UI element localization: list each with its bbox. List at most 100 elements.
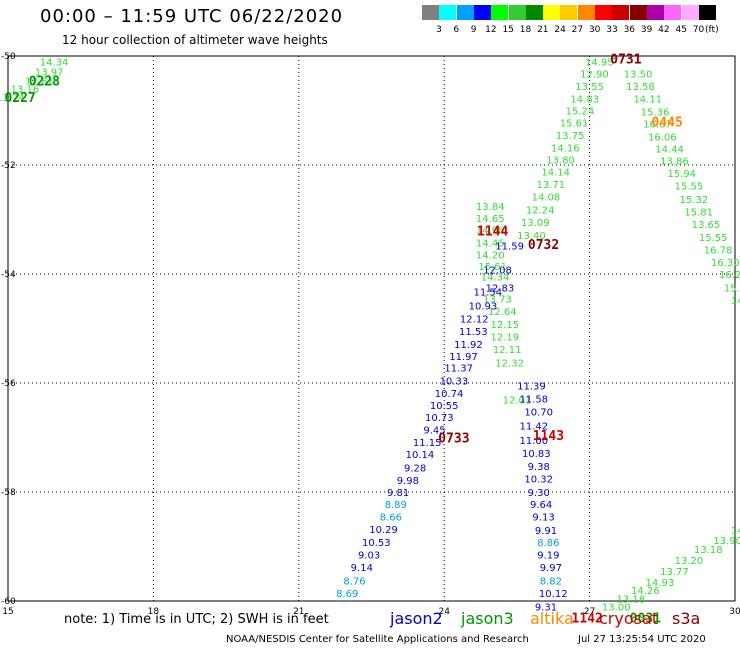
wave-height-value: 13.74 — [0, 93, 25, 104]
map-frame — [7, 55, 736, 602]
wave-height-tracks: 14.3413.9712.8113.1613.7414.9512.9013.55… — [0, 57, 740, 613]
wave-height-value: 14.34 — [40, 57, 69, 68]
legend-label: 21 — [537, 25, 549, 35]
wave-height-value: 9.30 — [528, 488, 550, 499]
wave-height-value: 8.89 — [385, 500, 407, 511]
wave-height-value: 13.77 — [660, 567, 689, 578]
wave-height-value: 11.54 — [473, 287, 502, 298]
legend-swatch — [491, 5, 509, 20]
wave-height-value: 10.53 — [362, 538, 391, 549]
wave-height-value: 12.81 — [25, 77, 54, 88]
legend-swatch — [646, 5, 664, 20]
wave-height-value: 12.64 — [488, 307, 517, 318]
wave-height-value: 16.06 — [648, 133, 677, 144]
legend-label: 39 — [640, 25, 653, 35]
wave-height-value: 15.9 — [724, 284, 740, 295]
wave-height-value: 14 — [731, 296, 740, 307]
legend-label: 45 — [675, 25, 687, 35]
wave-height-value: 11.58 — [520, 394, 549, 405]
wave-height-value: 13.58 — [626, 82, 655, 93]
satellite-legend-item: jason3 — [461, 609, 514, 628]
wave-height-value: 10.74 — [435, 389, 464, 400]
wave-height-value: 15.36 — [641, 108, 670, 119]
wave-height-value: 14.20 — [476, 250, 505, 261]
wave-height-value: 14.11 — [633, 95, 662, 106]
wave-height-value: 14.95 — [585, 57, 614, 68]
legend-label: 30 — [588, 25, 601, 35]
wave-height-value: 13.90 — [713, 536, 740, 547]
pass-time-label: 0445 — [651, 115, 682, 130]
wave-height-value: 12.15 — [490, 320, 519, 331]
wave-height-value: 9.64 — [530, 500, 552, 511]
wave-height-value: 14.08 — [532, 193, 561, 204]
satellite-legend-item: s3a — [672, 609, 701, 628]
wave-height-value: 9.13 — [532, 513, 554, 524]
legend-label: 18 — [519, 25, 532, 35]
wave-height-value: 13.16 — [11, 85, 40, 96]
y-tick-label: -50 — [1, 52, 16, 62]
wave-height-value: 10.55 — [430, 401, 459, 412]
wave-height-value: 14.16 — [551, 144, 580, 155]
wave-height-value: 10.73 — [425, 413, 454, 424]
wave-height-value: 15.32 — [679, 195, 708, 206]
wave-height-value: 9.14 — [351, 563, 373, 574]
wave-height-value: 15.55 — [699, 233, 728, 244]
legend-swatch — [525, 5, 543, 20]
wave-height-value: 13.09 — [521, 218, 550, 229]
legend-swatch — [595, 5, 612, 20]
wave-height-value: 13.65 — [692, 220, 721, 231]
wave-height-value: 12.24 — [526, 206, 555, 217]
legend-label: 15 — [502, 25, 514, 35]
wave-height-value: 10.32 — [524, 474, 553, 485]
pass-time-label: 0732 — [528, 238, 559, 253]
wave-height-value: 12.12 — [460, 315, 489, 326]
wave-height-value: 12.19 — [490, 333, 519, 344]
wave-height-value: 13.18 — [694, 545, 723, 556]
wave-height-value: 15.24 — [566, 107, 595, 118]
satellite-legend-item: cryosat — [599, 609, 659, 628]
wave-height-value: 14.93 — [646, 578, 675, 589]
wave-height-value: 15.61 — [560, 118, 589, 129]
map-grid — [8, 56, 735, 601]
wave-height-value: 11.59 — [495, 242, 524, 253]
x-tick-label: 15 — [2, 607, 13, 617]
wave-height-value: 13.55 — [575, 82, 604, 93]
page-subtitle: 12 hour collection of altimeter wave hei… — [62, 33, 328, 47]
x-tick-label: 30 — [729, 607, 740, 617]
wave-height-value: 13.71 — [537, 180, 566, 191]
wave-height-value: 13.73 — [483, 295, 512, 306]
pass-time-label: 1142 — [572, 611, 603, 626]
legend-label: 6 — [453, 25, 460, 35]
legend-swatch — [456, 5, 474, 20]
wave-height-value: 9.03 — [358, 551, 380, 562]
wave-height-value: 15.55 — [675, 182, 704, 193]
wave-height-value: 15.61 — [478, 262, 507, 273]
wave-height-value: 9.19 — [537, 551, 559, 562]
y-tick-label: -56 — [1, 379, 16, 389]
legend-label: 42 — [658, 25, 670, 35]
legend-swatch — [543, 5, 561, 20]
wave-height-value: 9.91 — [535, 526, 557, 537]
pass-time-label: 1144 — [477, 224, 508, 239]
legend-label: 70 — [692, 25, 705, 35]
wave-height-value: 11.15 — [413, 438, 442, 449]
wave-height-value: 14.98 — [476, 225, 505, 236]
wave-height-value: 16.67 — [643, 120, 672, 131]
legend-swatch — [508, 5, 526, 20]
wave-height-value: 9.81 — [387, 488, 409, 499]
wave-height-value: 9.38 — [528, 462, 550, 473]
wave-height-value: 11.00 — [520, 436, 549, 447]
pass-time-label: 0731 — [610, 53, 641, 68]
legend-swatch — [612, 5, 630, 20]
wave-height-value: 12.08 — [483, 266, 512, 277]
wave-height-value: 8.69 — [336, 589, 358, 600]
wave-height-value: 14.14 — [541, 168, 570, 179]
wave-height-value: 14.83 — [570, 95, 599, 106]
wave-height-value: 11.92 — [454, 340, 483, 351]
wave-height-value: 13.40 — [517, 231, 546, 242]
pass-time-label: 0228 — [29, 75, 60, 90]
legend-label: 27 — [571, 25, 584, 35]
wave-height-value: 12.90 — [580, 69, 609, 80]
wave-height-value: 14.65 — [476, 214, 505, 225]
